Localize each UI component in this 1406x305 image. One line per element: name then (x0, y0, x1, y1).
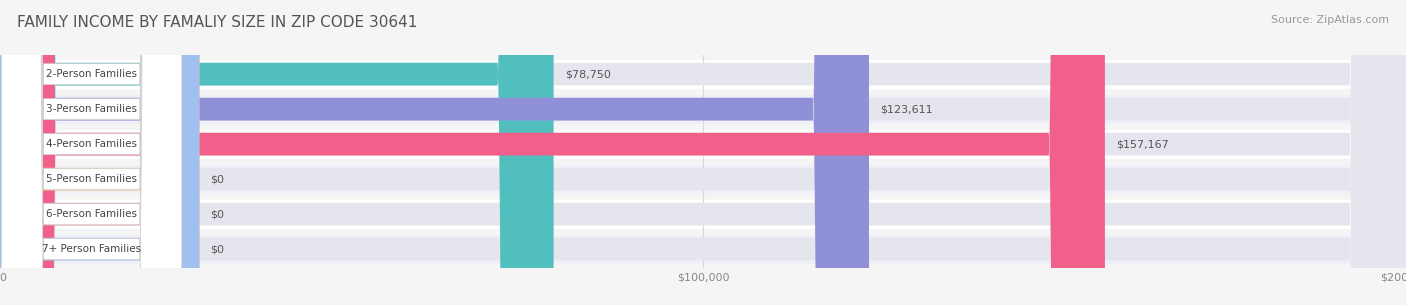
Text: $78,750: $78,750 (565, 69, 610, 79)
FancyBboxPatch shape (0, 0, 200, 305)
FancyBboxPatch shape (1, 0, 181, 305)
FancyBboxPatch shape (0, 0, 554, 305)
FancyBboxPatch shape (0, 0, 1105, 305)
FancyBboxPatch shape (1, 0, 181, 305)
Text: $0: $0 (211, 174, 225, 184)
Text: 5-Person Families: 5-Person Families (45, 174, 136, 184)
FancyBboxPatch shape (0, 200, 1406, 229)
Text: 6-Person Families: 6-Person Families (45, 209, 136, 219)
FancyBboxPatch shape (1, 0, 181, 305)
Text: $157,167: $157,167 (1116, 139, 1168, 149)
Text: $123,611: $123,611 (880, 104, 932, 114)
Text: 3-Person Families: 3-Person Families (45, 104, 136, 114)
FancyBboxPatch shape (0, 0, 200, 305)
FancyBboxPatch shape (0, 0, 869, 305)
Text: 7+ Person Families: 7+ Person Families (42, 244, 141, 254)
FancyBboxPatch shape (1, 0, 181, 305)
FancyBboxPatch shape (0, 0, 200, 305)
Text: 2-Person Families: 2-Person Families (45, 69, 136, 79)
Text: $0: $0 (211, 244, 225, 254)
FancyBboxPatch shape (0, 235, 1406, 264)
Text: Source: ZipAtlas.com: Source: ZipAtlas.com (1271, 15, 1389, 25)
FancyBboxPatch shape (0, 165, 1406, 194)
FancyBboxPatch shape (1, 0, 181, 305)
FancyBboxPatch shape (0, 130, 1406, 159)
Text: FAMILY INCOME BY FAMALIY SIZE IN ZIP CODE 30641: FAMILY INCOME BY FAMALIY SIZE IN ZIP COD… (17, 15, 418, 30)
FancyBboxPatch shape (0, 59, 1406, 89)
Text: 4-Person Families: 4-Person Families (45, 139, 136, 149)
FancyBboxPatch shape (0, 95, 1406, 124)
FancyBboxPatch shape (1, 0, 181, 305)
Text: $0: $0 (211, 209, 225, 219)
